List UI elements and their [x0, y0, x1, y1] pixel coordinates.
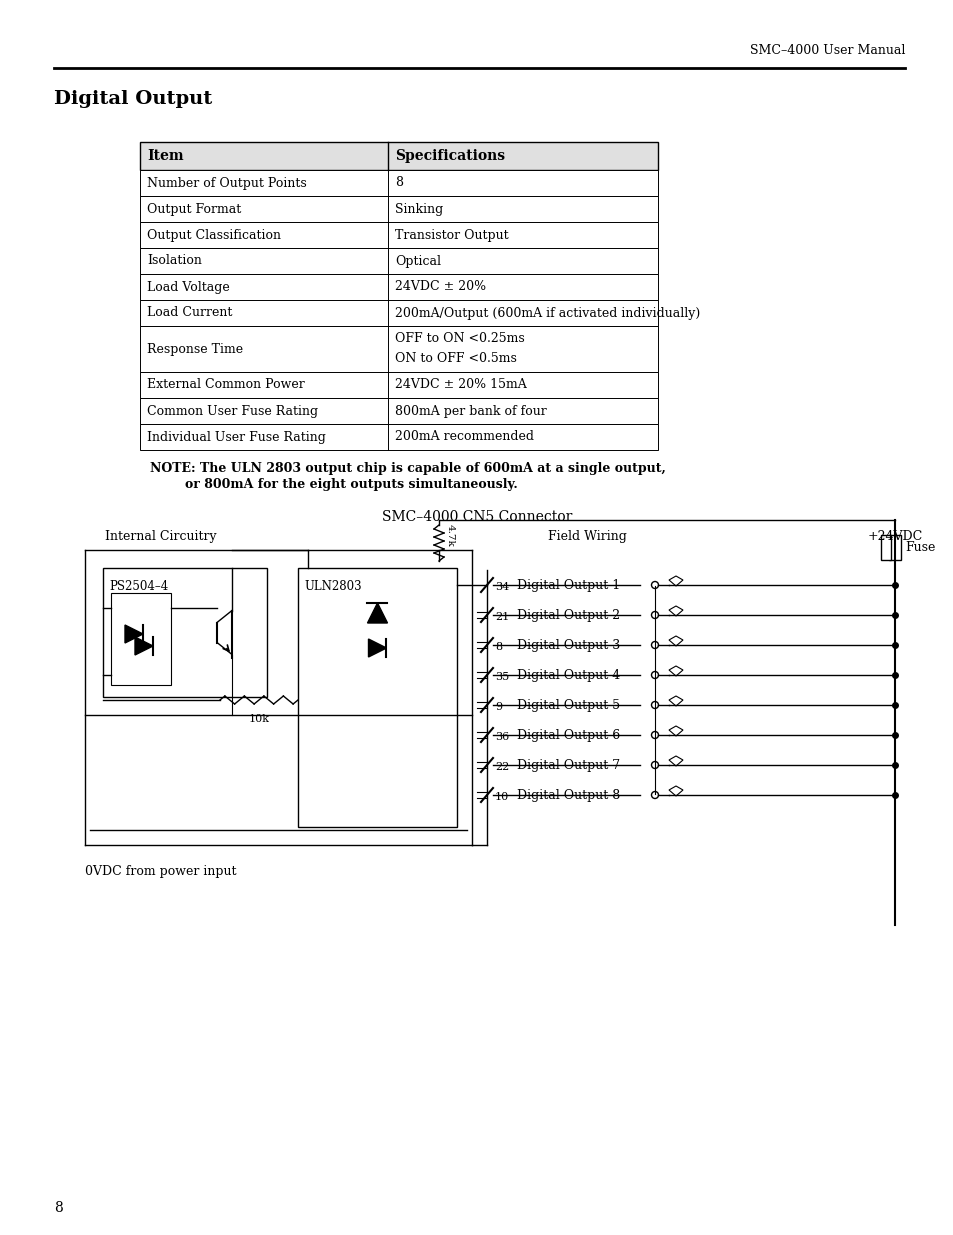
Bar [880, 535, 890, 559]
Text: 8: 8 [495, 642, 501, 652]
Text: SMC–4000 User Manual: SMC–4000 User Manual [749, 43, 904, 57]
Text: Output Format: Output Format [147, 203, 241, 215]
Text: Digital Output 5: Digital Output 5 [517, 699, 619, 713]
Text: Response Time: Response Time [147, 342, 243, 356]
Text: 8: 8 [395, 177, 402, 189]
Text: SMC–4000 CN5 Connector: SMC–4000 CN5 Connector [381, 510, 572, 524]
Text: Digital Output 4: Digital Output 4 [517, 669, 619, 683]
Polygon shape [367, 603, 387, 622]
Text: 35: 35 [495, 672, 509, 682]
Text: Number of Output Points: Number of Output Points [147, 177, 307, 189]
Text: Specifications: Specifications [395, 149, 504, 163]
Text: Digital Output 6: Digital Output 6 [517, 730, 619, 742]
Text: PS2504–4: PS2504–4 [109, 580, 168, 593]
Text: 8: 8 [54, 1200, 63, 1215]
Text: 21: 21 [495, 613, 509, 622]
Bar [140, 274, 658, 300]
Text: 24VDC ± 20%: 24VDC ± 20% [395, 280, 486, 294]
Polygon shape [668, 636, 682, 646]
Text: 10: 10 [495, 792, 509, 802]
Bar [140, 222, 658, 248]
Text: Digital Output: Digital Output [54, 90, 212, 107]
Text: Common User Fuse Rating: Common User Fuse Rating [147, 405, 317, 417]
Text: 0VDC from power input: 0VDC from power input [85, 864, 236, 878]
Text: ON to OFF <0.5ms: ON to OFF <0.5ms [395, 352, 517, 366]
Bar [140, 326, 658, 372]
Polygon shape [668, 697, 682, 706]
Text: Digital Output 8: Digital Output 8 [517, 789, 619, 803]
Text: 36: 36 [495, 732, 509, 742]
Text: Digital Output 7: Digital Output 7 [517, 760, 619, 773]
Text: Fuse: Fuse [904, 541, 934, 555]
Bar [140, 248, 658, 274]
Text: +24VDC: +24VDC [866, 530, 922, 543]
Text: 34: 34 [495, 582, 509, 592]
Bar [140, 424, 658, 450]
Bar [140, 142, 658, 170]
Text: Individual User Fuse Rating: Individual User Fuse Rating [147, 431, 326, 443]
Text: 9: 9 [495, 701, 501, 713]
Polygon shape [135, 637, 152, 655]
Text: Output Classification: Output Classification [147, 228, 281, 242]
Text: Sinking: Sinking [395, 203, 443, 215]
Polygon shape [125, 625, 143, 643]
Text: Digital Output 1: Digital Output 1 [517, 579, 619, 593]
Text: 10k: 10k [248, 714, 269, 724]
Text: Load Current: Load Current [147, 306, 233, 320]
Text: 800mA per bank of four: 800mA per bank of four [395, 405, 546, 417]
Text: Load Voltage: Load Voltage [147, 280, 230, 294]
Text: Transistor Output: Transistor Output [395, 228, 508, 242]
Polygon shape [668, 606, 682, 616]
Text: 200mA/Output (600mA if activated individually): 200mA/Output (600mA if activated individ… [395, 306, 700, 320]
Text: 200mA recommended: 200mA recommended [395, 431, 534, 443]
Bar [297, 568, 456, 827]
Bar [140, 398, 658, 424]
Text: Optical: Optical [395, 254, 440, 268]
Bar [140, 170, 658, 196]
Polygon shape [368, 638, 386, 657]
Text: Digital Output 3: Digital Output 3 [517, 640, 619, 652]
Bar [103, 568, 267, 697]
Bar [140, 196, 658, 222]
Bar [888, 535, 900, 559]
Text: Isolation: Isolation [147, 254, 202, 268]
Text: NOTE: The ULN 2803 output chip is capable of 600mA at a single output,: NOTE: The ULN 2803 output chip is capabl… [150, 462, 665, 475]
Text: External Common Power: External Common Power [147, 378, 304, 391]
Text: 4.7k: 4.7k [446, 524, 455, 546]
Polygon shape [668, 666, 682, 676]
Text: 22: 22 [495, 762, 509, 772]
Text: or 800mA for the eight outputs simultaneously.: or 800mA for the eight outputs simultane… [150, 478, 517, 492]
Bar [111, 593, 171, 685]
Bar [140, 300, 658, 326]
Text: Digital Output 2: Digital Output 2 [517, 610, 619, 622]
Polygon shape [668, 785, 682, 797]
Text: OFF to ON <0.25ms: OFF to ON <0.25ms [395, 331, 524, 345]
Text: Field Wiring: Field Wiring [547, 530, 626, 543]
Text: ULN2803: ULN2803 [304, 580, 361, 593]
Bar [140, 372, 658, 398]
Text: 24VDC ± 20% 15mA: 24VDC ± 20% 15mA [395, 378, 526, 391]
Polygon shape [668, 756, 682, 766]
Text: Item: Item [147, 149, 183, 163]
Polygon shape [668, 726, 682, 736]
Text: Internal Circuitry: Internal Circuitry [105, 530, 216, 543]
Polygon shape [668, 576, 682, 585]
